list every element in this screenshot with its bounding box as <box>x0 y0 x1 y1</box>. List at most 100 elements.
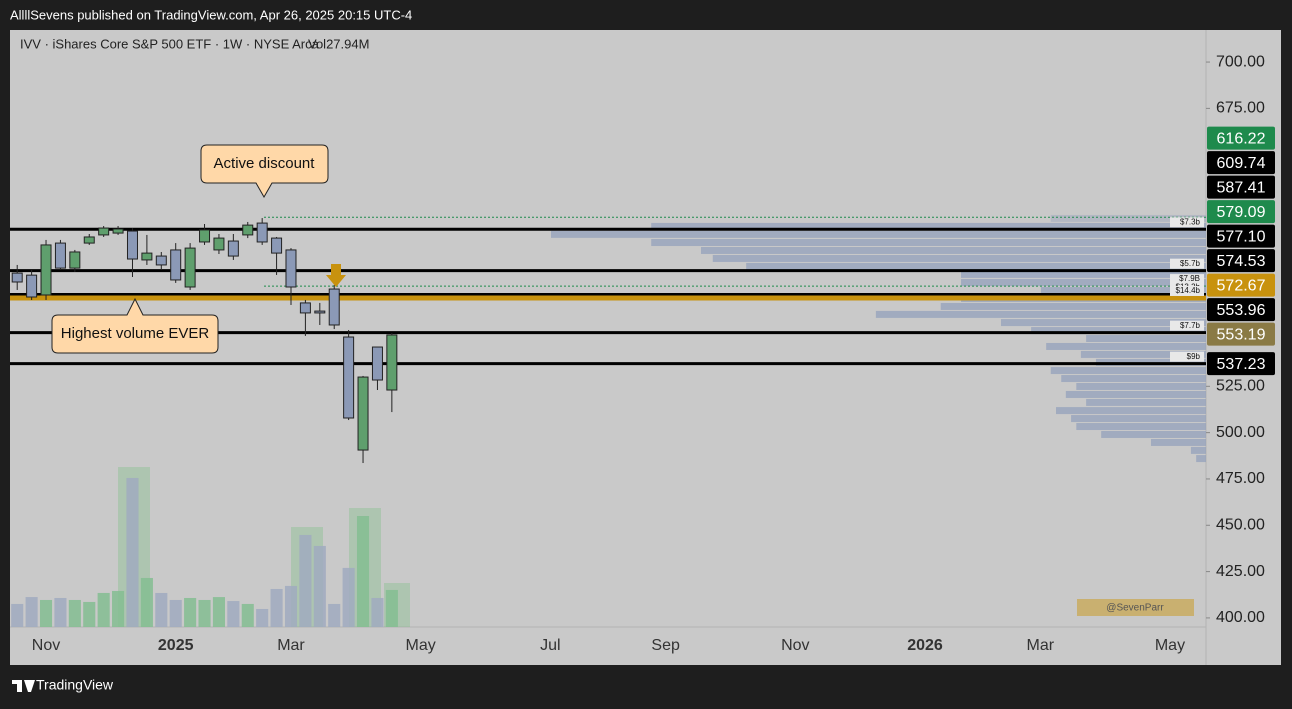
price-label-bg <box>1207 273 1275 297</box>
profile-bar <box>1040 287 1206 294</box>
profile-bar <box>1050 367 1206 375</box>
candle-body <box>199 229 211 243</box>
y-tick-label: 400.00 <box>1216 609 1265 626</box>
candle-body <box>271 237 283 254</box>
volume-bar <box>97 592 110 627</box>
profile-bar <box>1076 383 1206 390</box>
candle-body <box>40 244 52 296</box>
callout-text: Highest volume EVER <box>61 325 210 342</box>
volume-profile <box>551 214 1206 463</box>
y-tick-label: 700.00 <box>1216 53 1265 70</box>
level-tag: $9b <box>1187 352 1201 361</box>
price-label-bg <box>1207 126 1275 150</box>
profile-bar <box>1071 415 1206 423</box>
profile-bar <box>700 247 1206 254</box>
level-tag-bg <box>1170 258 1204 269</box>
profile-bar <box>1076 423 1206 431</box>
candle-body <box>83 236 95 244</box>
volume-bar <box>54 597 67 627</box>
volume <box>11 477 398 627</box>
logo <box>12 680 35 692</box>
price-label: 553.19 <box>1217 326 1266 343</box>
volume-bar <box>299 534 312 627</box>
price-label: 587.41 <box>1217 179 1266 196</box>
price-label: 579.09 <box>1217 204 1266 221</box>
volume-bar <box>371 597 384 627</box>
volume-bar <box>313 545 326 627</box>
profile-bar <box>940 302 1206 310</box>
profile-bar <box>651 222 1206 230</box>
candle-body <box>371 346 383 381</box>
y-tick-label: 475.00 <box>1216 470 1265 487</box>
price-label-bg <box>1207 151 1275 175</box>
candle-body <box>98 227 110 236</box>
candle-body <box>343 336 355 419</box>
x-tick-label: Mar <box>277 637 305 654</box>
candle-body <box>112 228 124 234</box>
level-tag: $5.7b <box>1180 259 1201 268</box>
candle-body <box>213 237 225 251</box>
volume-bar <box>256 608 269 627</box>
price-label-bg <box>1207 224 1275 248</box>
profile-bar <box>1196 455 1206 463</box>
candle-body <box>170 249 182 281</box>
profile-bar <box>712 254 1206 262</box>
volume-bar <box>68 599 81 627</box>
volume-bar <box>227 601 240 627</box>
volume-bar <box>212 597 225 627</box>
volume-bar <box>184 597 197 627</box>
level-tag: $7.7b <box>1180 321 1201 330</box>
volume-bar <box>169 599 182 627</box>
y-tick-label: 525.00 <box>1216 378 1265 395</box>
brand: TradingView <box>36 677 114 693</box>
candle-body <box>328 288 340 326</box>
level-tag-bg <box>1170 217 1204 228</box>
volume-bar <box>342 567 355 627</box>
price-label: 577.10 <box>1217 228 1266 245</box>
volume-bar <box>83 601 96 627</box>
y-tick-label: 425.00 <box>1216 563 1265 580</box>
candle-body <box>285 249 297 288</box>
candle-body <box>11 272 23 283</box>
price-label-bg <box>1207 352 1275 376</box>
volume-bar <box>126 477 139 627</box>
volume-bar <box>25 597 38 627</box>
callout-box <box>200 144 329 199</box>
candle-body <box>357 376 369 451</box>
level-tag-bg <box>1170 320 1204 331</box>
candle-body <box>54 242 66 269</box>
volume-bar <box>385 589 398 627</box>
price-label-bg <box>1207 298 1275 322</box>
price-label-bg <box>1207 249 1275 273</box>
candle-body <box>69 251 81 269</box>
profile-bar <box>1086 398 1206 406</box>
arrow-marker <box>326 264 346 287</box>
volume-bar <box>112 590 125 627</box>
price-label-bg <box>1207 200 1275 224</box>
callout: Active discount <box>200 144 329 199</box>
candle-body <box>141 252 153 261</box>
volume-bar <box>284 585 298 627</box>
profile-bar <box>875 310 1206 318</box>
callout-text: Active discount <box>214 155 316 172</box>
profile-bar <box>1031 327 1206 335</box>
profile-bar <box>1046 342 1206 350</box>
price-label-bg <box>1207 175 1275 199</box>
volume-bar <box>140 577 153 627</box>
profile-bar <box>961 270 1206 278</box>
profile-bar <box>1056 407 1206 415</box>
profile-bar <box>1050 214 1206 222</box>
candle-body <box>227 240 239 257</box>
x-tick-label: Mar <box>1027 637 1055 654</box>
candle-body <box>299 302 311 314</box>
candle-body <box>242 224 254 236</box>
x-tick-label: May <box>406 637 436 654</box>
price-label: 537.23 <box>1217 356 1266 373</box>
candle-body <box>155 255 167 266</box>
x-tick-label: May <box>1155 637 1185 654</box>
watermark: @SevenParr <box>1106 603 1164 614</box>
volume-bar <box>155 592 168 627</box>
candle-body <box>256 222 268 243</box>
